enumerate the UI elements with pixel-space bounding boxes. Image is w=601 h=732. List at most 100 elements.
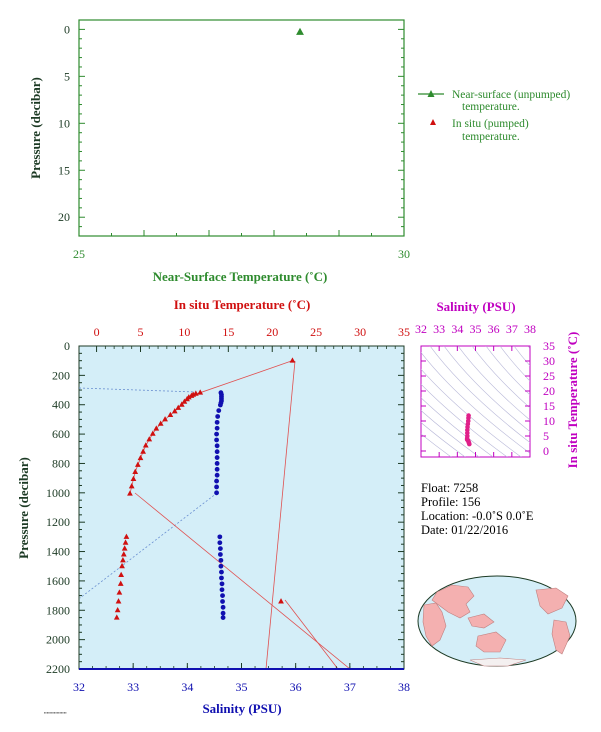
- map-land-indonesia: [467, 613, 495, 629]
- top-y-tick-label: 5: [64, 69, 70, 83]
- salinity-point: [220, 593, 225, 598]
- temperature-point: [278, 598, 284, 604]
- ts-y-tick-label: 25: [543, 369, 555, 383]
- ts-plot-clip: [421, 346, 530, 457]
- salinity-point: [214, 484, 219, 490]
- salinity-point: [214, 431, 219, 437]
- density-contour: [527, 346, 530, 350]
- top-x-axis-label: Near-Surface Temperature (˚C): [153, 269, 328, 284]
- footer-code: ▪▪▪▪▪▪▪▪▪▪▪▪▪▪▪▪: [44, 710, 67, 715]
- legend-insitu-label-1: In situ (pumped): [452, 118, 529, 130]
- temperature-point: [134, 461, 141, 467]
- salinity-point: [217, 534, 223, 540]
- ts-y-tick-label: 0: [543, 444, 549, 458]
- salinity-point: [215, 414, 221, 419]
- salinity-point: [218, 557, 224, 563]
- ts-y-tick-label: 20: [543, 384, 555, 398]
- salinity-point: [217, 402, 223, 408]
- ts-y-axis-label: In situ Temperature (˚C): [565, 332, 580, 469]
- pressure-tick-label: 0: [64, 339, 70, 353]
- pressure-tick-label: 2000: [46, 633, 70, 647]
- temperature-point: [113, 614, 120, 620]
- legend-insitu-label-2: temperature.: [462, 131, 520, 143]
- location: Location: -0.0˚S 0.0˚E: [421, 509, 534, 523]
- pressure-tick-label: 1600: [46, 574, 70, 588]
- salinity-point: [219, 581, 225, 587]
- temperature-point: [117, 580, 124, 586]
- temperature-point: [122, 539, 129, 545]
- temperature-point: [137, 454, 144, 461]
- pressure-tick-label: 2200: [46, 662, 70, 676]
- pressure-tick-label: 1000: [46, 486, 70, 500]
- salinity-point: [217, 546, 223, 552]
- top-chart-marks: [296, 27, 304, 35]
- density-contour: [421, 422, 466, 457]
- density-contour: [513, 346, 530, 367]
- top-y-tick-label: 15: [58, 163, 70, 177]
- main-top-axis-label: In situ Temperature (˚C): [174, 297, 311, 312]
- main-chart-ticks: 0 5 10 15 20 25 30 35 32 33 34 35 36 37 38 0 200 400 600 80…: [46, 325, 410, 694]
- temp-tick-label: 30: [354, 325, 366, 339]
- temp-tick-label: 15: [222, 325, 234, 339]
- temperature-connector-surface-to-thermocline: [200, 360, 293, 394]
- temperature-point: [184, 395, 190, 402]
- map-land-africa: [422, 602, 447, 647]
- top-y-axis-label: Pressure (decibar): [28, 77, 43, 179]
- temperature-point: [157, 420, 164, 426]
- top-plot-area: [78, 19, 405, 237]
- temperature-point: [119, 562, 125, 569]
- salinity-tick-label: 34: [181, 680, 193, 694]
- map-land-north-america: [535, 587, 569, 615]
- temperature-point: [289, 357, 296, 363]
- temperature-point: [142, 442, 149, 448]
- map-land-australia: [475, 631, 507, 653]
- map-land-south-america: [551, 619, 571, 655]
- density-contour: [421, 410, 480, 457]
- salinity-point: [214, 478, 219, 484]
- ts-y-tick-label: 35: [543, 339, 555, 353]
- temperature-point: [153, 425, 160, 431]
- top-x-tick-label: 30: [398, 247, 410, 261]
- ts-y-tick-label: 30: [543, 354, 555, 368]
- main-y-axis-label: Pressure (decibar): [16, 457, 31, 559]
- ts-y-tick-label: 15: [543, 399, 555, 413]
- temperature-point: [132, 468, 139, 474]
- legend-near-surface-marker: [427, 90, 435, 97]
- float-id: Float: 7258: [421, 481, 478, 495]
- density-contour: [457, 346, 530, 421]
- pressure-tick-label: 600: [52, 427, 70, 441]
- ts-point: [467, 441, 472, 447]
- salinity-point: [214, 425, 220, 431]
- temperature-point: [116, 589, 123, 595]
- temperature-point: [197, 389, 204, 395]
- salinity-point: [218, 563, 224, 569]
- ts-y-tick-label: 10: [543, 414, 555, 428]
- density-contour: [421, 368, 522, 457]
- temperature-point: [120, 557, 126, 563]
- top-chart-ticks: 25 30 0 5 10 15 20: [58, 22, 410, 261]
- temperature-point: [171, 408, 178, 414]
- profile-marks: [113, 357, 296, 621]
- ts-x-tick-label: 32: [415, 322, 427, 336]
- salinity-point: [219, 569, 224, 575]
- density-contour: [421, 383, 508, 457]
- salinity-tick-label: 38: [398, 680, 410, 694]
- salinity-point: [214, 443, 220, 449]
- temperature-point: [115, 598, 122, 604]
- legend-near-surface-label-2: temperature.: [462, 101, 520, 113]
- temperature-point: [175, 404, 182, 410]
- temperature-point: [149, 430, 156, 436]
- pressure-tick-label: 1800: [46, 603, 70, 617]
- ts-marks: [464, 413, 472, 447]
- world-map: [417, 575, 577, 667]
- salinity-point: [214, 455, 220, 460]
- temperature-point: [130, 475, 137, 481]
- main-plot-area: [78, 345, 405, 670]
- salinity-tick-label: 33: [127, 680, 139, 694]
- density-contour: [499, 346, 530, 382]
- ts-y-tick-label: 5: [543, 429, 549, 443]
- temperature-connector-surface: [265, 360, 296, 669]
- salinity-point: [217, 540, 223, 546]
- salinity-point: [214, 437, 219, 443]
- salinity-point: [219, 575, 224, 581]
